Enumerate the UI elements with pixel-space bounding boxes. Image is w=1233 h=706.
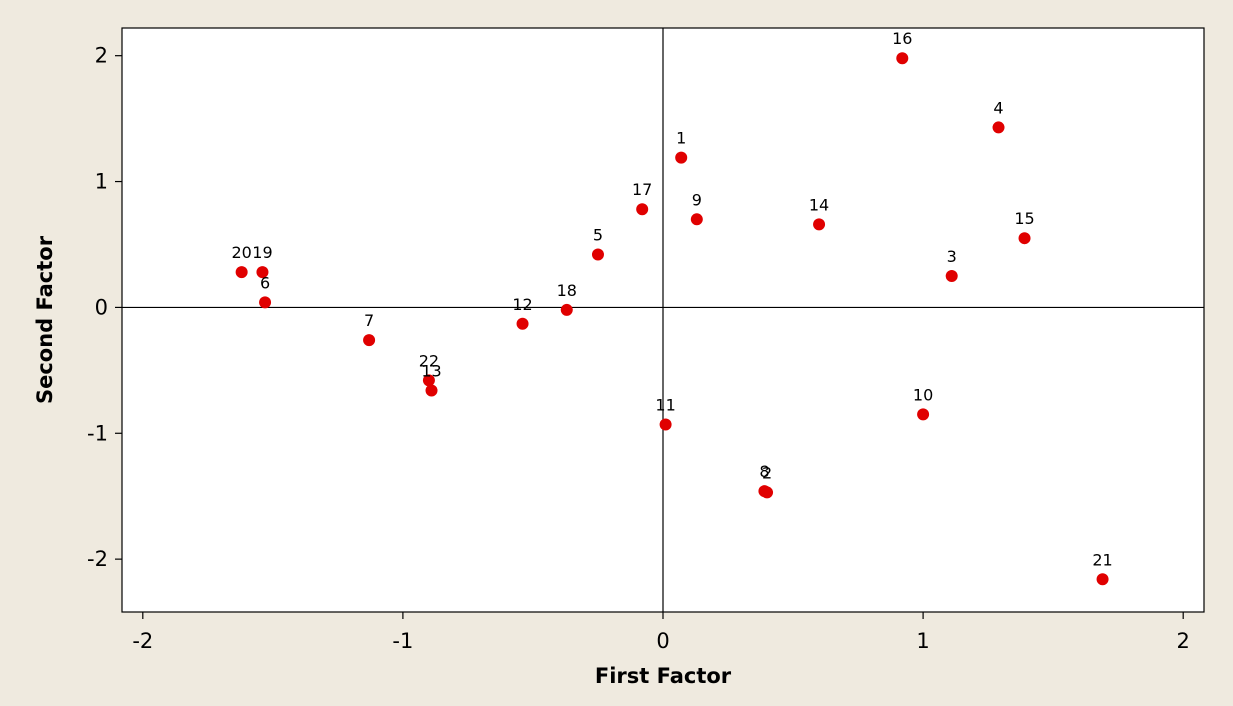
y-axis-title: Second Factor bbox=[33, 235, 57, 404]
data-point-8 bbox=[758, 485, 771, 498]
point-label-4: 4 bbox=[993, 98, 1003, 117]
data-points bbox=[235, 52, 1109, 586]
data-point-4 bbox=[992, 121, 1005, 134]
plot-frame bbox=[121, 27, 1205, 613]
point-label-10: 10 bbox=[913, 385, 933, 404]
data-point-7 bbox=[363, 334, 376, 347]
y-tick-label: -1 bbox=[87, 421, 108, 445]
point-label-7: 7 bbox=[364, 311, 374, 330]
point-label-20: 20 bbox=[231, 243, 251, 262]
point-label-19: 19 bbox=[252, 243, 272, 262]
point-label-13: 13 bbox=[421, 361, 441, 380]
x-tick-label: -2 bbox=[132, 629, 153, 653]
point-label-2: 2 bbox=[762, 463, 772, 482]
point-label-17: 17 bbox=[632, 180, 652, 199]
data-point-10 bbox=[917, 408, 930, 421]
data-point-13 bbox=[425, 384, 438, 397]
y-tick-label: 1 bbox=[95, 170, 108, 194]
point-label-16: 16 bbox=[892, 29, 912, 48]
data-point-18 bbox=[560, 303, 573, 316]
x-tick-label: 0 bbox=[656, 629, 669, 653]
data-point-21 bbox=[1096, 573, 1109, 586]
reference-lines bbox=[122, 28, 1204, 612]
y-axis: 2 1 0 -1 -2 bbox=[87, 44, 122, 571]
data-point-3 bbox=[945, 269, 958, 282]
point-label-15: 15 bbox=[1014, 209, 1034, 228]
data-point-12 bbox=[516, 317, 529, 330]
data-point-19 bbox=[256, 266, 269, 279]
data-point-22 bbox=[422, 374, 435, 387]
point-label-6: 6 bbox=[260, 273, 270, 292]
data-point-20 bbox=[235, 266, 248, 279]
y-tick-label: 0 bbox=[95, 295, 108, 319]
point-label-8: 8 bbox=[759, 462, 769, 481]
data-point-15 bbox=[1018, 232, 1031, 245]
point-label-18: 18 bbox=[557, 281, 577, 300]
point-label-22: 22 bbox=[419, 351, 439, 370]
point-label-5: 5 bbox=[593, 226, 603, 245]
point-label-11: 11 bbox=[655, 395, 675, 414]
data-point-9 bbox=[690, 213, 703, 226]
point-label-14: 14 bbox=[809, 195, 829, 214]
x-axis: -2 -1 0 1 2 bbox=[132, 612, 1190, 653]
point-label-1: 1 bbox=[676, 129, 686, 148]
data-point-16 bbox=[896, 52, 909, 65]
point-label-21: 21 bbox=[1092, 550, 1112, 569]
data-point-11 bbox=[659, 418, 672, 431]
x-tick-label: 1 bbox=[916, 629, 929, 653]
data-point-14 bbox=[813, 218, 826, 231]
x-tick-label: 2 bbox=[1177, 629, 1190, 653]
data-point-17 bbox=[636, 203, 649, 216]
y-tick-label: 2 bbox=[95, 44, 108, 68]
point-label-12: 12 bbox=[512, 295, 532, 314]
x-tick-label: -1 bbox=[392, 629, 413, 653]
point-label-9: 9 bbox=[692, 190, 702, 209]
data-point-5 bbox=[591, 248, 604, 261]
x-axis-title: First Factor bbox=[595, 664, 732, 688]
point-label-3: 3 bbox=[947, 247, 957, 266]
y-tick-label: -2 bbox=[87, 547, 108, 571]
data-point-1 bbox=[675, 151, 688, 164]
data-point-6 bbox=[259, 296, 272, 309]
